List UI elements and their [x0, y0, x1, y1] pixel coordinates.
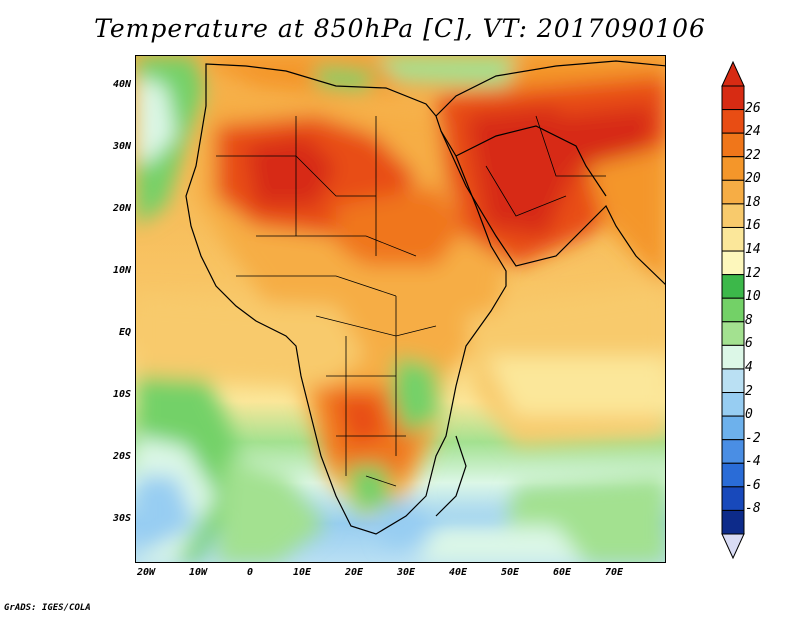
lat-label: 30S [112, 513, 131, 524]
colorbar-label: 20 [745, 171, 761, 187]
colorbar-swatch [721, 509, 745, 535]
colorbar-label: 4 [745, 359, 753, 375]
colorbar-swatch [721, 462, 745, 488]
colorbar-label: -6 [745, 477, 761, 493]
lat-label: 10N [112, 265, 131, 276]
colorbar-bottom-arrow [721, 533, 745, 560]
lon-label: 40E [448, 567, 468, 578]
lon-label: 20E [344, 567, 364, 578]
colorbar-label: 0 [745, 407, 753, 423]
colorbar-label: 14 [745, 242, 761, 258]
colorbar-swatch [721, 439, 745, 464]
lat-label: EQ [118, 327, 131, 338]
lon-label: 70E [604, 567, 624, 578]
lon-label: 10W [188, 567, 208, 578]
map-panel [135, 55, 666, 563]
colorbar-top-arrow [721, 60, 745, 87]
colorbar-label: 24 [745, 124, 761, 140]
colorbar-swatch [721, 85, 745, 111]
colorbar-swatch [721, 250, 745, 276]
colorbar-swatch [721, 274, 745, 299]
colorbar-swatch [721, 179, 745, 205]
colorbar-label: 2 [745, 383, 753, 399]
colorbar [721, 60, 745, 560]
lon-label: 60E [552, 567, 572, 578]
colorbar-swatch [721, 392, 745, 417]
lat-label: 30N [112, 141, 131, 152]
colorbar-label: 16 [745, 218, 761, 234]
colorbar-swatch [721, 368, 745, 394]
lat-label: 40N [112, 79, 131, 90]
colorbar-label: 10 [745, 289, 761, 305]
colorbar-swatch [721, 486, 745, 511]
colorbar-swatch [721, 344, 745, 370]
colorbar-swatch [721, 156, 745, 181]
colorbar-label: 26 [745, 100, 761, 116]
colorbar-swatch [721, 203, 745, 228]
chart-title: Temperature at 850hPa [C], VT: 201709010… [94, 14, 706, 43]
lon-label: 50E [500, 567, 520, 578]
colorbar-swatch [721, 132, 745, 158]
lat-label: 10S [112, 389, 131, 400]
lat-label: 20N [112, 203, 131, 214]
colorbar-label: 12 [745, 265, 761, 281]
country-borders [216, 115, 606, 487]
colorbar-swatches [721, 60, 745, 560]
colorbar-swatch [721, 226, 745, 252]
lon-label: 10E [292, 567, 312, 578]
colorbar-label: 8 [745, 312, 753, 328]
colorbar-label: -8 [745, 501, 761, 517]
credit-text: GrADS: IGES/COLA [4, 603, 91, 613]
colorbar-label: 6 [745, 336, 753, 352]
lon-label: 20W [136, 567, 156, 578]
coastlines [185, 60, 665, 535]
colorbar-label: 22 [745, 147, 761, 163]
temperature-field [136, 56, 665, 562]
colorbar-label: -2 [745, 430, 761, 446]
lon-label: 0 [246, 567, 254, 578]
colorbar-swatch [721, 109, 745, 134]
colorbar-swatch [721, 415, 745, 441]
lat-label: 20S [112, 451, 131, 462]
colorbar-label: 18 [745, 194, 761, 210]
lon-label: 30E [396, 567, 416, 578]
colorbar-swatch [721, 321, 745, 346]
colorbar-swatch [721, 297, 745, 323]
colorbar-label: -4 [745, 454, 761, 470]
